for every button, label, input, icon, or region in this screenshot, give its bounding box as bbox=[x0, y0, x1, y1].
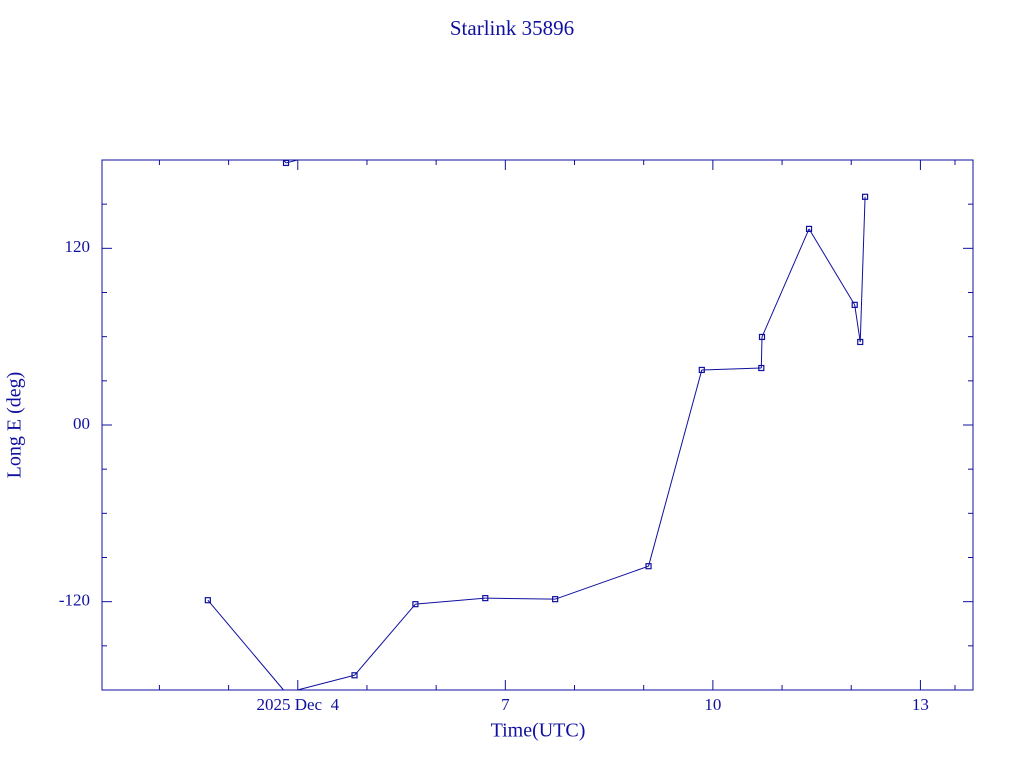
data-point bbox=[645, 563, 652, 570]
x-tick-label: 10 bbox=[704, 695, 721, 714]
line-segment bbox=[808, 228, 856, 306]
y-tick-label: 00 bbox=[73, 414, 90, 433]
data-point bbox=[758, 333, 766, 341]
y-axis-label: Long E (deg) bbox=[4, 372, 26, 479]
data-point bbox=[861, 193, 869, 200]
data-point bbox=[412, 601, 419, 608]
data-point bbox=[758, 364, 765, 372]
data-point bbox=[482, 595, 489, 602]
y-tick-label: 120 bbox=[65, 237, 91, 256]
line-segment bbox=[354, 603, 416, 676]
data-point bbox=[204, 597, 211, 604]
data-point bbox=[282, 159, 290, 167]
x-tick-label: 13 bbox=[912, 695, 929, 714]
line-segment bbox=[701, 367, 762, 371]
line-segment bbox=[648, 369, 703, 567]
chart-title: Starlink 35896 bbox=[450, 16, 574, 40]
data-point bbox=[851, 301, 858, 308]
x-axis-label: Time(UTC) bbox=[491, 720, 586, 742]
y-tick-label: -120 bbox=[59, 591, 90, 610]
x-tick-label: 2025 Dec 4 bbox=[256, 695, 339, 714]
line-segment bbox=[760, 336, 763, 369]
x-tick-label: 7 bbox=[501, 695, 510, 714]
line-segment bbox=[415, 597, 486, 605]
data-point bbox=[552, 596, 559, 603]
data-point bbox=[698, 366, 705, 374]
line-segment bbox=[859, 196, 866, 342]
data-point bbox=[805, 225, 813, 232]
data-point bbox=[351, 672, 358, 679]
line-segment bbox=[485, 597, 556, 600]
line-segment bbox=[761, 228, 810, 338]
data-point bbox=[857, 338, 864, 346]
line-segment bbox=[554, 565, 649, 600]
line-segment bbox=[854, 304, 861, 343]
